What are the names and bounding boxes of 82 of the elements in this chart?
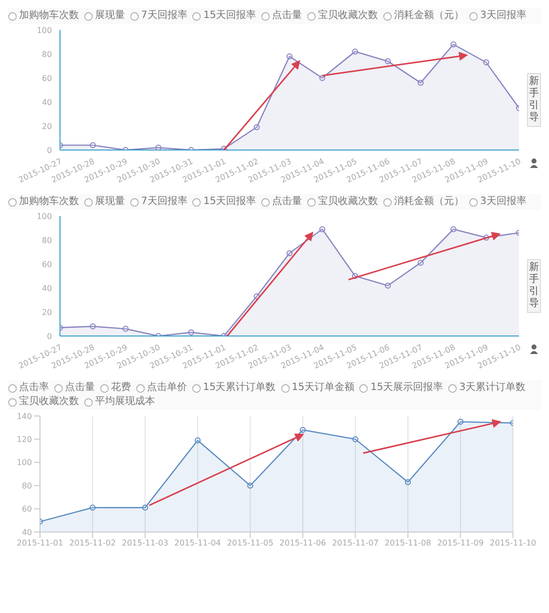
y-tick-label: 60 xyxy=(22,504,32,514)
x-tick-label: 2015-11-10 xyxy=(490,538,536,548)
point xyxy=(155,144,162,150)
x-tick-label: 2015-11-04 xyxy=(174,538,221,548)
point xyxy=(418,80,424,86)
x-tick-label: 2015-11-07 xyxy=(332,538,379,548)
text: 15天累计订单数 xyxy=(203,382,276,394)
point xyxy=(188,329,194,336)
text: 宝贝收藏次数 xyxy=(19,396,79,408)
point xyxy=(194,437,201,444)
y-tick-label: 80 xyxy=(22,481,32,490)
text: 15天展示回报率 xyxy=(370,382,444,394)
y-tick-label: 20 xyxy=(42,308,52,317)
point xyxy=(352,436,358,442)
y-tick-label: 20 xyxy=(42,122,52,131)
point xyxy=(319,75,326,81)
x-tick-label: 2015-11-01 xyxy=(16,538,64,548)
point xyxy=(384,58,391,64)
x-tick-label: 2015-11-02 xyxy=(69,538,116,548)
y-tick-label: 80 xyxy=(42,50,52,59)
point xyxy=(352,48,358,55)
point xyxy=(122,326,129,332)
y-tick-label: 40 xyxy=(42,98,52,107)
y-tick-label: 100 xyxy=(36,26,52,35)
point xyxy=(483,59,490,66)
text: 7天回报率 xyxy=(141,10,188,22)
text: 宝贝收藏次数 xyxy=(318,196,378,208)
point xyxy=(319,226,326,232)
text: 3天回报率 xyxy=(480,10,526,22)
point xyxy=(90,504,96,511)
text: 15天回报率 xyxy=(203,10,256,22)
y-tick-label: 40 xyxy=(22,528,32,537)
y-tick-label: 0 xyxy=(46,146,52,155)
text: 展现量 xyxy=(95,196,125,208)
text: 3天累计订单数 xyxy=(459,382,526,394)
text: 点击量 xyxy=(272,196,302,208)
point xyxy=(450,41,456,48)
y-tick-label: 60 xyxy=(42,260,52,269)
text: 点击单价 xyxy=(147,382,187,394)
text: 15天回报率 xyxy=(203,196,256,208)
x-tick-label: 2015-11-09 xyxy=(437,538,484,548)
text: 加购物车次数 xyxy=(19,196,79,208)
point xyxy=(254,124,260,130)
point xyxy=(457,418,464,425)
point xyxy=(384,282,391,289)
y-tick-label: 80 xyxy=(42,236,52,245)
y-tick-label: 100 xyxy=(16,458,32,468)
text: 宝贝收藏次数 xyxy=(318,10,378,22)
text: 平均展现成本 xyxy=(95,396,155,408)
point xyxy=(90,142,96,148)
y-tick-label: 0 xyxy=(46,332,52,341)
x-tick-label: 2015-11-03 xyxy=(122,538,168,548)
text: 点击量 xyxy=(272,10,302,22)
y-tick-label: 60 xyxy=(42,74,52,83)
y-tick-label: 100 xyxy=(36,212,52,221)
point xyxy=(404,479,411,486)
x-tick-label: 2015-11-08 xyxy=(384,538,432,548)
y-tick-label: 140 xyxy=(16,412,32,421)
text: 加购物车次数 xyxy=(19,10,79,22)
point xyxy=(300,426,306,433)
text: 3天回报率 xyxy=(480,196,526,208)
text: 消耗金额（元） xyxy=(394,196,464,208)
text: 花费 xyxy=(111,382,131,394)
y-tick-label: 40 xyxy=(42,284,52,293)
x-tick-label: 2015-11-06 xyxy=(280,538,326,548)
point xyxy=(450,226,456,232)
x-tick-label: 2015-11-05 xyxy=(226,538,274,548)
text: 7天回报率 xyxy=(141,196,188,208)
text: 新手引导 xyxy=(529,76,540,124)
point xyxy=(142,504,148,511)
text: 点击率 xyxy=(19,382,49,394)
point xyxy=(286,53,292,60)
text: 点击量 xyxy=(65,382,95,394)
point xyxy=(418,260,424,266)
point xyxy=(247,482,254,489)
text: 15天订单金额 xyxy=(292,382,354,394)
text: 消耗金额（元） xyxy=(394,10,464,22)
point xyxy=(286,250,292,256)
text: 新手引导 xyxy=(529,262,540,310)
y-tick-label: 120 xyxy=(16,435,32,444)
text: 展现量 xyxy=(95,10,125,22)
point xyxy=(90,323,96,330)
